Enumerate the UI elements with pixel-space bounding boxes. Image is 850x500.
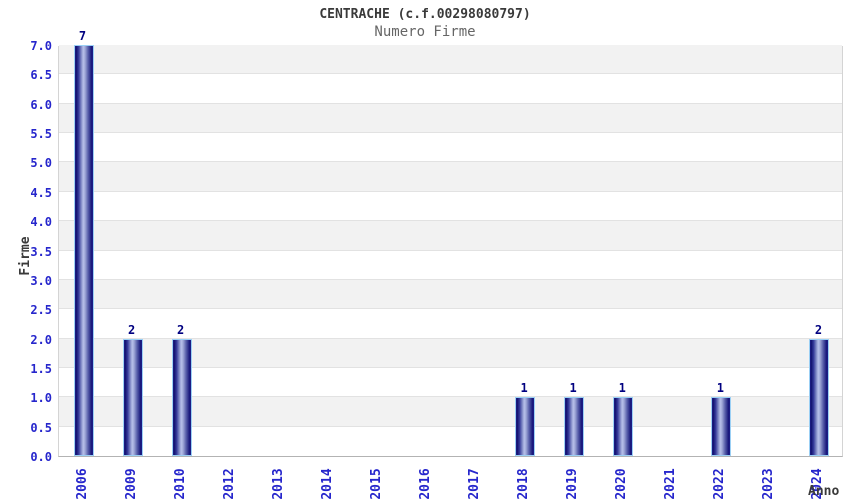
x-tick-label: 2016 (417, 468, 433, 500)
x-tick-label: 2017 (467, 468, 483, 500)
y-tick-label: 2.5 (30, 303, 52, 318)
gridline (59, 396, 842, 398)
x-tick-label: 2023 (761, 468, 777, 500)
y-tick-label: 6.5 (30, 68, 52, 83)
gridline (59, 425, 842, 427)
gridline (59, 278, 842, 280)
bar-2020 (613, 397, 634, 456)
y-tick-label: 0.0 (30, 450, 52, 464)
x-tick-label: 2020 (614, 468, 630, 500)
x-tick-label: 2015 (368, 468, 384, 500)
y-tick-label: 5.0 (30, 156, 52, 171)
gridline (59, 249, 842, 251)
y-tick-label: 3.5 (30, 244, 52, 259)
x-tick-label: 2013 (270, 468, 286, 500)
bar-value-label: 1 (618, 381, 626, 396)
grid-band (59, 103, 842, 134)
x-axis-title: Anno (808, 484, 840, 499)
bar-value-label: 7 (78, 29, 87, 43)
x-tick-label: 2010 (172, 468, 188, 500)
gridline (59, 190, 842, 192)
bar-value-label: 2 (177, 322, 185, 337)
gridline (59, 73, 842, 75)
y-tick-label: 0.5 (30, 420, 52, 435)
chart-title: CENTRACHE (c.f.00298080797) (319, 7, 531, 22)
x-tick-label: 2018 (516, 468, 532, 500)
y-tick-label: 3.0 (30, 273, 52, 288)
gridline (59, 132, 842, 134)
grid-band (59, 279, 842, 310)
bar-2019 (564, 397, 585, 456)
y-tick-label: 4.0 (30, 215, 52, 230)
grid-band (59, 162, 842, 192)
x-tick-label: 2009 (123, 468, 139, 500)
gridline (59, 220, 842, 222)
gridline (59, 161, 842, 163)
y-tick-label: 1.0 (30, 391, 52, 406)
gridline (59, 102, 842, 104)
bar-2009 (122, 338, 143, 456)
plot-area (58, 45, 843, 457)
bar-2018 (515, 397, 536, 456)
y-tick-label: 2.0 (30, 332, 52, 347)
y-tick-label: 4.5 (30, 185, 52, 200)
bar-value-label: 2 (814, 322, 823, 337)
gridline (59, 337, 842, 339)
grid-band (59, 221, 842, 251)
x-tick-label: 2014 (319, 468, 335, 500)
gridline (59, 308, 842, 310)
bar-value-label: 1 (569, 381, 577, 396)
x-tick-label: 2019 (565, 468, 581, 500)
x-tick-label: 2021 (663, 468, 679, 500)
bar-2022 (711, 397, 732, 456)
y-tick-label: 6.0 (30, 97, 52, 112)
gridline (59, 366, 842, 368)
y-tick-label: 7.0 (30, 39, 52, 53)
bar-value-label: 1 (716, 381, 724, 396)
bar-2006 (73, 45, 94, 456)
x-tick-label: 2022 (712, 468, 728, 500)
bar-2010 (171, 338, 192, 456)
bar-2024 (809, 338, 830, 456)
grid-band (59, 45, 842, 75)
y-tick-label: 5.5 (30, 127, 52, 142)
bar-value-label: 2 (127, 322, 136, 337)
x-tick-label: 2012 (221, 468, 237, 500)
x-tick-label: 2006 (74, 468, 90, 500)
bar-value-label: 1 (520, 381, 528, 396)
chart-subtitle: Numero Firme (374, 24, 476, 40)
y-tick-label: 1.5 (30, 361, 52, 376)
